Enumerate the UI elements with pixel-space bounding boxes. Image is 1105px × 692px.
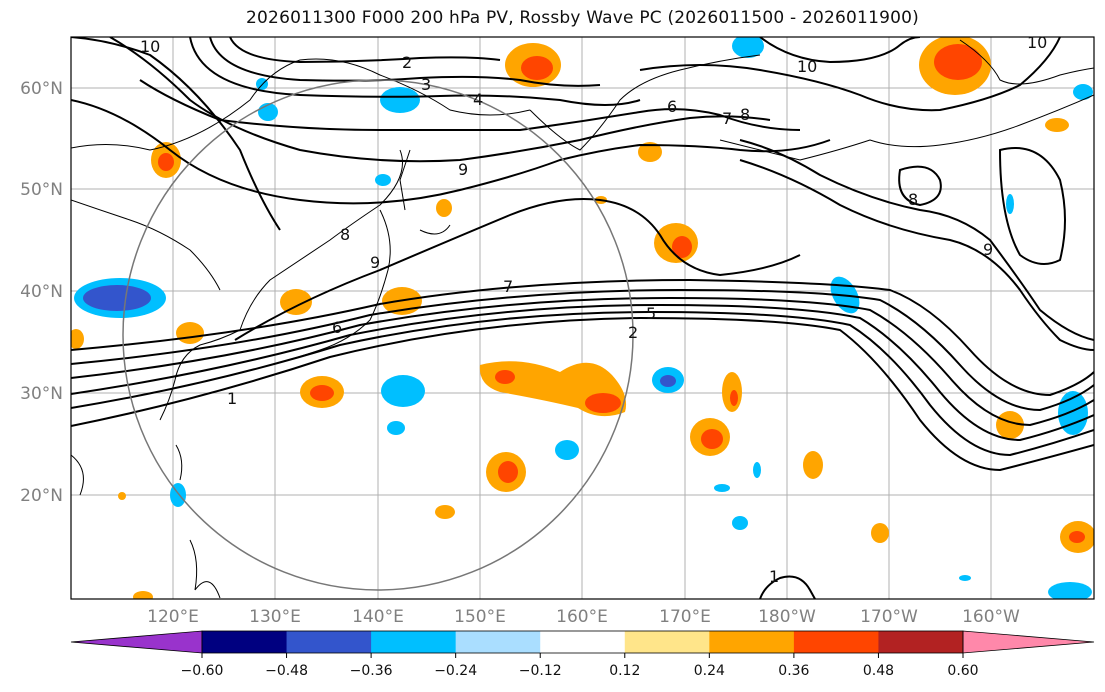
contour-label: 7 [722, 109, 732, 128]
colorbar-tick-label: 0.60 [947, 663, 978, 679]
contour-1 [71, 316, 1094, 472]
colorbar-tick-label: −0.12 [519, 663, 562, 679]
lat-label: 40°N [20, 282, 63, 302]
colorbar-tick-label: −0.36 [350, 663, 393, 679]
colorbar-extend-high [962, 630, 1095, 654]
contour-2 [71, 310, 1094, 457]
contour-3 [71, 303, 1094, 442]
contour-label: 1 [227, 389, 237, 408]
contour-label: 8 [908, 190, 918, 209]
contour-10 [71, 37, 281, 231]
colorbar-tick-label: 0.36 [778, 663, 809, 679]
colorbar-tick-label: −0.24 [434, 663, 477, 679]
negative-anomaly-fill [74, 37, 1093, 599]
contour-label: 10 [1027, 33, 1047, 52]
contour-7 [234, 198, 801, 341]
contour-4n [189, 37, 641, 106]
colorbar-segment [540, 631, 626, 653]
contour-label: 8 [740, 105, 750, 124]
contour-8e [639, 37, 1061, 112]
colorbar-frame [201, 630, 964, 654]
positive-anomaly-fill [71, 37, 1094, 599]
contour-labels: 10 2 3 4 6 7 8 10 9 9 8 8 9 7 6 5 2 1 1 … [140, 33, 1047, 586]
colorbar-tick-label: 0.12 [609, 663, 640, 679]
contour-label: 10 [140, 37, 160, 56]
lon-label: 170°E [659, 607, 711, 627]
contour-label: 7 [503, 277, 513, 296]
colorbar-segment [455, 631, 541, 653]
contour-8n [71, 99, 831, 205]
contour-1s [759, 575, 816, 599]
colorbar-extend-low [70, 630, 203, 654]
contour-label: 5 [646, 304, 656, 323]
contour-label: 9 [983, 240, 993, 259]
colorbar-segment [709, 631, 795, 653]
pv-contours [71, 37, 1094, 599]
contour-label: 6 [667, 97, 677, 116]
contour-8c [898, 165, 942, 207]
contour-3n [209, 37, 601, 87]
contour-9c [998, 147, 1066, 265]
contour-label: 9 [370, 253, 380, 272]
contour-7n [109, 37, 771, 163]
lon-label: 150°E [454, 607, 506, 627]
contour-6 [71, 278, 1094, 397]
colorbar-tick-label: −0.48 [265, 663, 308, 679]
colorbar-segment [202, 631, 288, 653]
colorbar-segment [624, 631, 710, 653]
contour-5 [71, 288, 1094, 412]
colorbar-tick-label: −0.60 [181, 663, 224, 679]
map-title: 2026011300 F000 200 hPa PV, Rossby Wave … [246, 8, 919, 28]
lon-label: 180°W [758, 607, 816, 627]
colorbar-segment [371, 631, 457, 653]
contour-label: 10 [797, 57, 817, 76]
contour-label: 4 [473, 90, 483, 109]
lat-label: 50°N [20, 180, 63, 200]
contour-4 [71, 296, 1094, 427]
lon-label: 160°E [556, 607, 608, 627]
colorbar-tick-label: 0.48 [863, 663, 894, 679]
contour-label: 6 [332, 318, 342, 337]
contour-9 [739, 139, 1094, 341]
map-frame [70, 36, 1095, 600]
lat-label: 30°N [20, 384, 63, 404]
colorbar-segment [286, 631, 372, 653]
lon-label: 160°W [962, 607, 1020, 627]
latitude-labels: 60°N 50°N 40°N 30°N 20°N [20, 79, 63, 506]
colorbar-segment [878, 631, 964, 653]
contour-label: 8 [340, 225, 350, 244]
contour-label: 2 [628, 323, 638, 342]
contour-label: 3 [421, 75, 431, 94]
lat-label: 60°N [20, 79, 63, 99]
contour-9b [739, 159, 1094, 351]
colorbar: −0.60 −0.48 −0.36 −0.24 −0.12 0.12 0.24 0.36 0.4… [70, 630, 1095, 679]
contour-2n [229, 37, 501, 64]
contour-label: 9 [458, 160, 468, 179]
great-circle [122, 79, 634, 591]
lon-label: 130°E [249, 607, 301, 627]
contour-label: 2 [402, 53, 412, 72]
longitude-labels: 120°E 130°E 140°E 150°E 160°E 170°E 180°… [147, 607, 1020, 627]
lon-label: 170°W [860, 607, 918, 627]
colorbar-segment [793, 631, 879, 653]
contour-label: 1 [769, 567, 779, 586]
colorbar-tick-label: 0.24 [694, 663, 725, 679]
lon-label: 140°E [352, 607, 404, 627]
contour-10b [759, 37, 921, 64]
lon-label: 120°E [147, 607, 199, 627]
lat-label: 20°N [20, 486, 63, 506]
